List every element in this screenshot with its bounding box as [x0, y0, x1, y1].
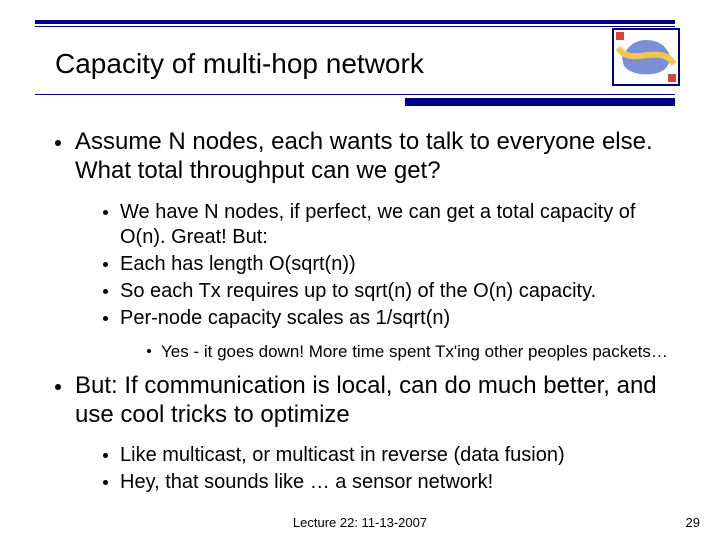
- bullet-dot-icon: [103, 210, 108, 215]
- bullet-dot-icon: [103, 316, 108, 321]
- bullet-level3: Yes - it goes down! More time spent Tx'i…: [147, 341, 675, 362]
- bullet-level1: But: If communication is local, can do m…: [55, 372, 675, 430]
- bullet-text: Per-node capacity scales as 1/sqrt(n): [120, 306, 450, 331]
- bullet-dot-icon: [55, 140, 61, 146]
- bullet-text: We have N nodes, if perfect, we can get …: [120, 200, 675, 250]
- bullet-level2: Like multicast, or multicast in reverse …: [103, 443, 675, 468]
- footer-lecture-label: Lecture 22: 11-13-2007: [0, 515, 720, 530]
- bullet-text: Each has length O(sqrt(n)): [120, 252, 356, 277]
- bullet-level2: We have N nodes, if perfect, we can get …: [103, 200, 675, 250]
- bullet-dot-icon: [103, 480, 108, 485]
- slide-title: Capacity of multi-hop network: [55, 48, 424, 80]
- bullet-level1: Assume N nodes, each wants to talk to ev…: [55, 128, 675, 186]
- bullet-text: Hey, that sounds like … a sensor network…: [120, 470, 493, 495]
- rule-mid-thick: [405, 98, 675, 106]
- bullet-level2: Per-node capacity scales as 1/sqrt(n): [103, 306, 675, 331]
- bullet-text: But: If communication is local, can do m…: [75, 372, 675, 430]
- bullet-dot-icon: [147, 349, 151, 353]
- rule-top-thin: [35, 26, 675, 27]
- bullet-text: So each Tx requires up to sqrt(n) of the…: [120, 279, 596, 304]
- bullet-level2-group: We have N nodes, if perfect, we can get …: [103, 200, 675, 331]
- logo-icon: [612, 28, 680, 86]
- bullet-text: Yes - it goes down! More time spent Tx'i…: [161, 341, 668, 362]
- footer-page-number: 29: [686, 515, 700, 530]
- bullet-level2: Each has length O(sqrt(n)): [103, 252, 675, 277]
- bullet-level3-group: Yes - it goes down! More time spent Tx'i…: [147, 341, 675, 362]
- bullet-level2: Hey, that sounds like … a sensor network…: [103, 470, 675, 495]
- bullet-level2: So each Tx requires up to sqrt(n) of the…: [103, 279, 675, 304]
- bullet-text: Assume N nodes, each wants to talk to ev…: [75, 128, 675, 186]
- bullet-text: Like multicast, or multicast in reverse …: [120, 443, 565, 468]
- slide-body: Assume N nodes, each wants to talk to ev…: [0, 108, 720, 495]
- rule-top-thick: [35, 20, 675, 24]
- rule-mid-thin: [35, 94, 675, 95]
- bullet-level2-group: Like multicast, or multicast in reverse …: [103, 443, 675, 495]
- slide-header: Capacity of multi-hop network: [0, 0, 720, 108]
- bullet-dot-icon: [103, 453, 108, 458]
- bullet-dot-icon: [103, 289, 108, 294]
- bullet-dot-icon: [103, 262, 108, 267]
- bullet-dot-icon: [55, 384, 61, 390]
